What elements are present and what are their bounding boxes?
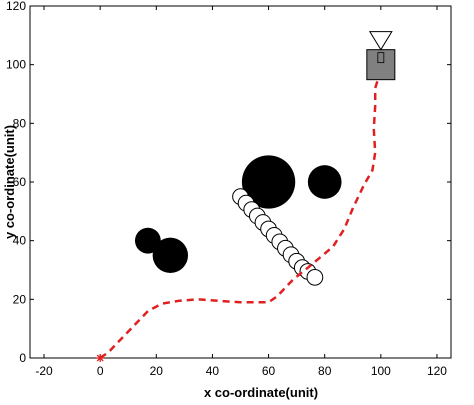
x-tick-label: 120 — [427, 364, 447, 378]
y-tick-label: 80 — [13, 116, 27, 130]
x-tick-label: 80 — [318, 364, 332, 378]
y-axis-label: y co-ordinate(unit) — [2, 125, 17, 239]
static-obstacle — [152, 237, 189, 274]
x-tick-label: -20 — [35, 364, 53, 378]
robot-path — [99, 64, 383, 360]
y-tick-label: 120 — [6, 0, 26, 13]
ticks-layer: -20 0 20 40 60 80 100 120 0 20 40 60 80 100 120 — [6, 0, 451, 378]
x-tick-label: 60 — [262, 364, 276, 378]
start-marker — [96, 354, 105, 362]
static-obstacle — [241, 155, 296, 209]
x-tick-label: 20 — [150, 364, 164, 378]
y-tick-label: 40 — [13, 234, 27, 248]
obstacles-layer — [134, 155, 342, 274]
marker-layer — [96, 31, 396, 362]
x-axis-label: x co-ordinate(unit) — [204, 385, 318, 400]
static-obstacle — [134, 227, 161, 254]
path-layer — [99, 64, 383, 360]
y-tick-label: 60 — [13, 175, 27, 189]
goal-marker — [366, 31, 396, 81]
x-tick-label: 0 — [97, 364, 104, 378]
y-tick-label: 100 — [6, 58, 26, 72]
dynamic-obstacle-position — [306, 268, 324, 286]
x-tick-label: 40 — [206, 364, 220, 378]
trail-layer — [232, 188, 324, 286]
y-tick-label: 20 — [13, 292, 27, 306]
x-tick-label: 100 — [371, 364, 391, 378]
y-tick-label: 0 — [19, 351, 26, 365]
static-obstacle — [307, 165, 342, 199]
